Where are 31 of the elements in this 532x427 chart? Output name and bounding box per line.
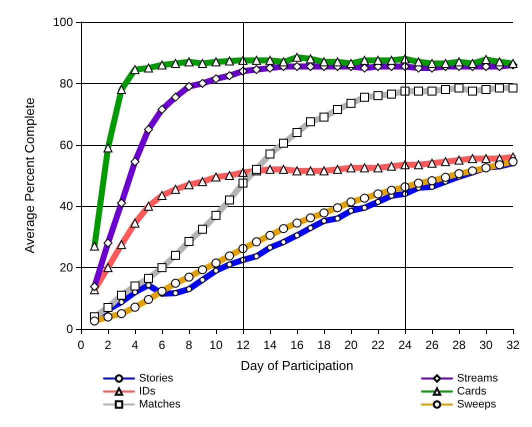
x-tick-label: 30 <box>479 338 493 352</box>
y-tick-label: 60 <box>60 138 74 152</box>
x-tick-label: 16 <box>290 338 304 352</box>
legend-label: Stories <box>139 372 174 384</box>
x-tick-label: 22 <box>371 338 385 352</box>
x-tick-label: 4 <box>132 338 139 352</box>
y-axis-title: Average Percent Complete <box>22 98 37 254</box>
x-tick-label: 20 <box>344 338 358 352</box>
y-tick-label: 80 <box>60 76 74 90</box>
x-tick-label: 14 <box>263 338 277 352</box>
x-tick-label: 32 <box>506 338 520 352</box>
legend-label: Matches <box>139 398 182 410</box>
y-tick-label: 20 <box>60 260 74 275</box>
x-tick-label: 6 <box>158 338 166 352</box>
y-tick-label: 0 <box>66 322 74 336</box>
legend-label: Cards <box>457 386 487 398</box>
x-tick-label: 18 <box>317 338 331 352</box>
legend-label: IDs <box>139 386 156 398</box>
y-tick-label: 100 <box>52 15 74 29</box>
x-tick-label: 28 <box>452 338 466 352</box>
x-axis-title: Day of Participation <box>240 358 354 373</box>
x-tick-label: 0 <box>78 338 85 352</box>
x-tick-label: 8 <box>186 338 193 352</box>
x-tick-label: 12 <box>236 338 250 352</box>
x-tick-label: 24 <box>398 338 412 352</box>
x-tick-label: 10 <box>209 338 223 352</box>
x-tick-label: 26 <box>425 338 439 352</box>
legend-label: Sweeps <box>457 398 497 410</box>
y-tick-label: 40 <box>60 199 74 214</box>
legend-label: Streams <box>457 372 498 384</box>
x-tick-label: 2 <box>104 338 112 352</box>
